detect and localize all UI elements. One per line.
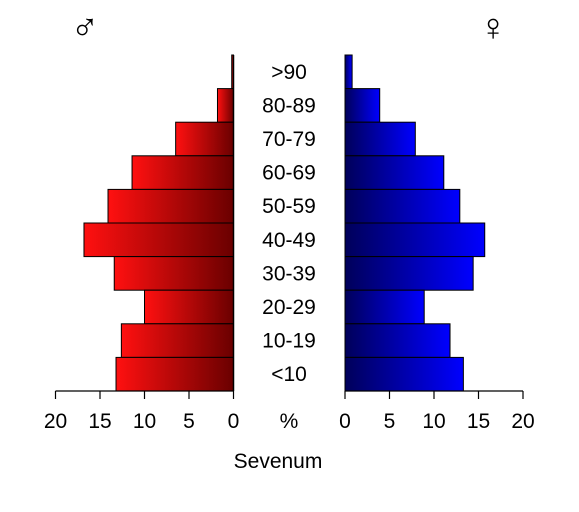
female-tick-label: 20 bbox=[511, 410, 534, 433]
female-bar bbox=[344, 222, 486, 258]
female-bar bbox=[344, 289, 425, 325]
age-group-label: 30-39 bbox=[262, 262, 316, 285]
female-bars bbox=[344, 54, 486, 392]
age-group-label: >90 bbox=[271, 61, 307, 84]
male-bar bbox=[115, 356, 234, 392]
female-bar bbox=[344, 54, 353, 90]
age-group-label: 80-89 bbox=[262, 94, 316, 117]
age-group-label: 10-19 bbox=[262, 330, 316, 353]
male-bar bbox=[144, 289, 234, 325]
female-bar bbox=[344, 256, 474, 291]
age-group-label: <10 bbox=[271, 363, 307, 386]
male-bar bbox=[216, 88, 234, 123]
male-tick-label: 20 bbox=[44, 410, 67, 433]
female-tick-label: 15 bbox=[467, 410, 490, 433]
age-group-label: 40-49 bbox=[262, 229, 316, 252]
male-bars bbox=[83, 54, 235, 392]
male-tick-label: 10 bbox=[133, 410, 156, 433]
female-bar bbox=[344, 155, 445, 190]
male-bar bbox=[113, 256, 234, 291]
age-group-label: 60-69 bbox=[262, 162, 316, 185]
male-axis-ticks: 0 5 10 15 20 bbox=[44, 391, 240, 433]
female-bar bbox=[344, 188, 461, 224]
female-bar bbox=[344, 356, 464, 392]
age-group-label: 70-79 bbox=[262, 128, 316, 151]
male-bar bbox=[107, 188, 234, 224]
female-bar bbox=[344, 88, 381, 123]
female-symbol-icon: ♀ bbox=[479, 7, 508, 49]
female-tick-label: 10 bbox=[422, 410, 445, 433]
male-bar bbox=[175, 121, 234, 157]
female-bar bbox=[344, 323, 451, 358]
male-bar bbox=[120, 323, 234, 358]
male-bar bbox=[131, 155, 234, 190]
age-group-label: 20-29 bbox=[262, 296, 316, 319]
male-tick-label: 5 bbox=[183, 410, 195, 433]
female-tick-label: 5 bbox=[384, 410, 396, 433]
age-group-labels: >90 80-89 70-79 60-69 50-59 40-49 30-39 20-29 10… bbox=[262, 61, 316, 386]
male-symbol-icon: ♂ bbox=[71, 7, 100, 49]
age-group-label: 50-59 bbox=[262, 195, 316, 218]
female-bar bbox=[344, 121, 416, 157]
female-axis-ticks: 0 5 10 15 20 bbox=[339, 391, 535, 433]
x-axis-title: Sevenum bbox=[234, 450, 323, 473]
male-bar bbox=[83, 222, 235, 258]
male-tick-label: 15 bbox=[88, 410, 111, 433]
male-tick-label: 0 bbox=[228, 410, 240, 433]
female-tick-label: 0 bbox=[339, 410, 351, 433]
percent-unit-label: % bbox=[280, 410, 299, 433]
